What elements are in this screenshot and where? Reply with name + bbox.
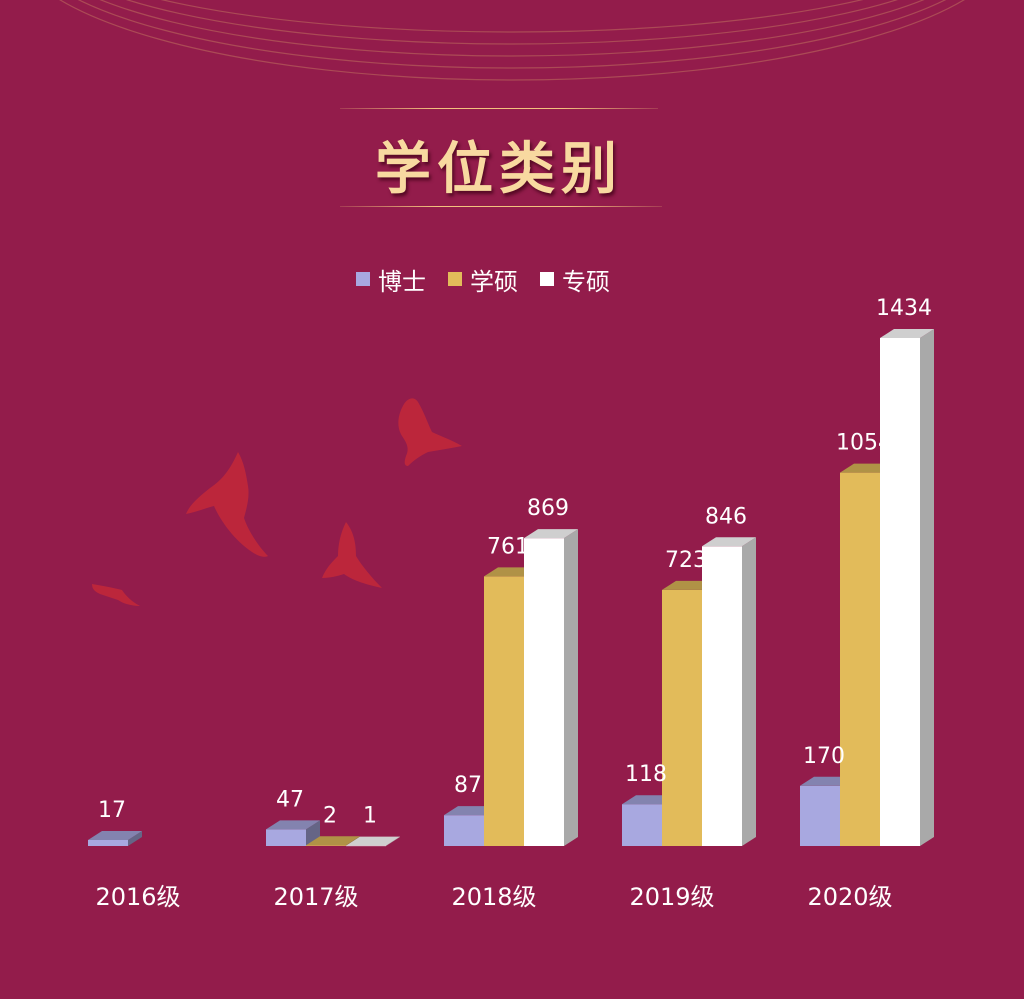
bar-top (266, 820, 320, 830)
value-label-2016-phd: 17 (98, 798, 126, 823)
bar-side (306, 820, 320, 846)
value-label-2020-academic-master: 1054 (836, 431, 892, 456)
bar-front (840, 472, 880, 846)
x-tick-2017: 2017级 (273, 883, 358, 911)
chart-title: 学位类别 (375, 137, 623, 202)
bar-front (800, 785, 840, 846)
value-label-2017-academic-master: 2 (323, 803, 337, 828)
bar-top (702, 537, 756, 547)
bar-2020-professional-master (880, 329, 934, 846)
value-label-2020-phd: 170 (803, 744, 845, 769)
bar-2018-professional-master (524, 529, 578, 846)
bar-2017-phd (266, 820, 320, 846)
legend-label-academic-master: 学硕 (470, 267, 518, 296)
legend-item-professional-master: 专硕 (540, 262, 610, 297)
x-tick-2020: 2020级 (807, 883, 892, 911)
value-label-2017-phd: 47 (276, 787, 304, 812)
title-divider-bottom (340, 206, 662, 207)
bar-side (742, 537, 756, 846)
x-tick-2016: 2016级 (95, 883, 180, 911)
bar-front (306, 845, 346, 846)
bar-front (524, 538, 564, 846)
bar-front (266, 829, 306, 846)
bar-front (444, 815, 484, 846)
bar-side (128, 830, 142, 846)
legend-swatch-professional-master (540, 272, 554, 286)
value-label-2019-professional-master: 846 (705, 504, 747, 529)
value-label-2018-phd: 87 (454, 773, 482, 798)
bar-front (880, 338, 920, 846)
bar-top (88, 830, 142, 840)
title-block: 学位类别 (340, 108, 662, 208)
value-label-2018-professional-master: 869 (527, 496, 569, 521)
bar-side (564, 529, 578, 846)
bars-layer (88, 329, 934, 847)
bar-front (88, 839, 128, 846)
bar-side (386, 836, 400, 846)
decorative-birds (92, 398, 462, 606)
bar-front (662, 589, 702, 846)
bar-top (346, 836, 400, 846)
labels-layer: 17 47 2 1 87 761 869 118 723 846 170 1054 1434 (98, 296, 932, 829)
bar-2017-professional-master (346, 836, 400, 847)
bar-front (346, 845, 386, 847)
legend: 博士 学硕 专硕 (356, 262, 610, 296)
bar-2019-professional-master (702, 537, 756, 846)
bar-front (622, 804, 662, 846)
bar-top (524, 529, 578, 539)
legend-label-phd: 博士 (378, 267, 426, 296)
title-divider-top (340, 108, 658, 109)
legend-swatch-phd (356, 272, 370, 286)
value-label-2017-professional-master: 1 (363, 804, 377, 829)
legend-swatch-academic-master (448, 272, 462, 286)
bar-2016-phd (88, 830, 142, 846)
value-label-2019-phd: 118 (625, 762, 667, 787)
bar-front (702, 546, 742, 846)
x-tick-2018: 2018级 (451, 883, 536, 911)
bar-front (484, 576, 524, 846)
bar-side (920, 329, 934, 846)
legend-item-phd: 博士 (356, 262, 426, 297)
bar-top (306, 836, 360, 846)
legend-item-academic-master: 学硕 (448, 262, 518, 297)
value-label-2019-academic-master: 723 (665, 548, 707, 573)
value-label-2018-academic-master: 761 (487, 534, 529, 559)
bar-top (880, 329, 934, 338)
x-axis: 2016级 2017级 2018级 2019级 2020级 (95, 883, 892, 911)
legend-label-professional-master: 专硕 (562, 267, 610, 296)
x-tick-2019: 2019级 (629, 883, 714, 911)
decorative-arcs (59, 0, 965, 81)
value-label-2020-professional-master: 1434 (876, 296, 932, 321)
